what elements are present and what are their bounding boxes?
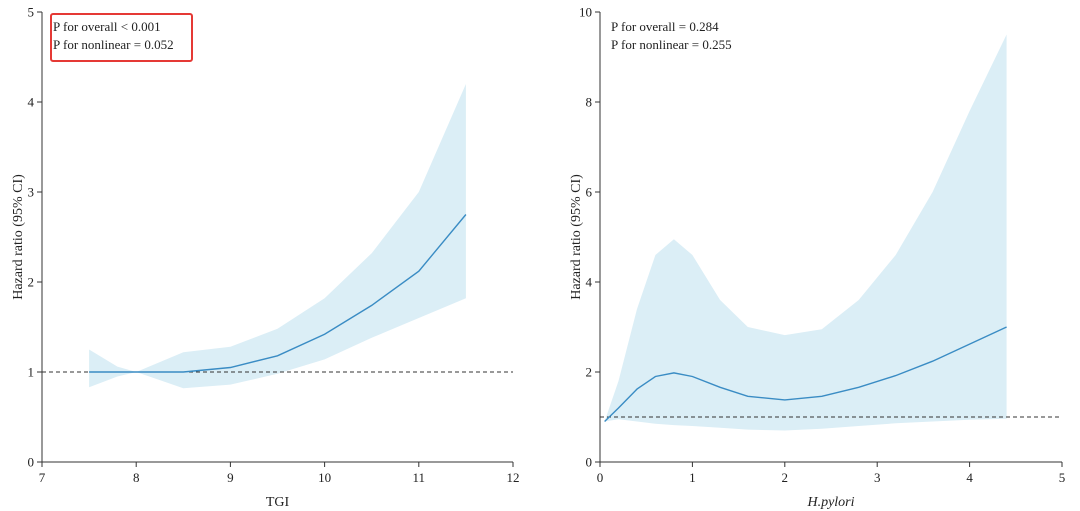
y-tick-label: 0 <box>586 455 593 470</box>
y-tick-label: 5 <box>28 5 35 20</box>
confidence-band <box>604 34 1007 431</box>
y-tick-label: 8 <box>586 95 593 110</box>
x-tick-label: 8 <box>133 470 140 485</box>
y-tick-label: 2 <box>28 275 35 290</box>
y-axis-title: Hazard ratio (95% CI) <box>569 174 584 300</box>
x-tick-label: 2 <box>782 470 789 485</box>
y-axis-title: Hazard ratio (95% CI) <box>11 174 26 300</box>
x-tick-label: 4 <box>966 470 973 485</box>
p-value-annotation: P for overall < 0.001 <box>53 19 161 34</box>
hazard-ratio-line <box>604 326 1007 423</box>
y-tick-label: 6 <box>586 185 593 200</box>
p-value-annotation: P for nonlinear = 0.052 <box>53 37 174 52</box>
y-tick-label: 10 <box>579 5 592 20</box>
p-value-annotation: P for overall = 0.284 <box>611 19 719 34</box>
x-tick-label: 10 <box>318 470 331 485</box>
x-tick-label: 12 <box>507 470 520 485</box>
x-axis-title: TGI <box>266 495 290 510</box>
x-tick-label: 3 <box>874 470 881 485</box>
y-tick-label: 1 <box>28 365 35 380</box>
y-tick-label: 4 <box>28 95 35 110</box>
x-tick-label: 0 <box>597 470 604 485</box>
x-tick-label: 5 <box>1059 470 1066 485</box>
y-tick-label: 0 <box>28 455 35 470</box>
hazard-ratio-line <box>89 214 467 373</box>
x-tick-label: 11 <box>413 470 426 485</box>
confidence-band <box>89 84 466 389</box>
y-tick-label: 4 <box>586 275 593 290</box>
y-tick-label: 2 <box>586 365 593 380</box>
chart-panel-2: 0 1 2 3 4 5 0 2 4 6 8 10 H.pylori Hazard ratio (95% C… <box>569 5 1065 511</box>
x-tick-label: 9 <box>227 470 234 485</box>
p-value-annotation: P for nonlinear = 0.255 <box>611 37 732 52</box>
x-axis-title: H.pylori <box>806 495 854 510</box>
annotation-box <box>50 13 193 62</box>
y-tick-label: 3 <box>28 185 35 200</box>
x-tick-label: 1 <box>689 470 696 485</box>
x-tick-label: 7 <box>39 470 46 485</box>
